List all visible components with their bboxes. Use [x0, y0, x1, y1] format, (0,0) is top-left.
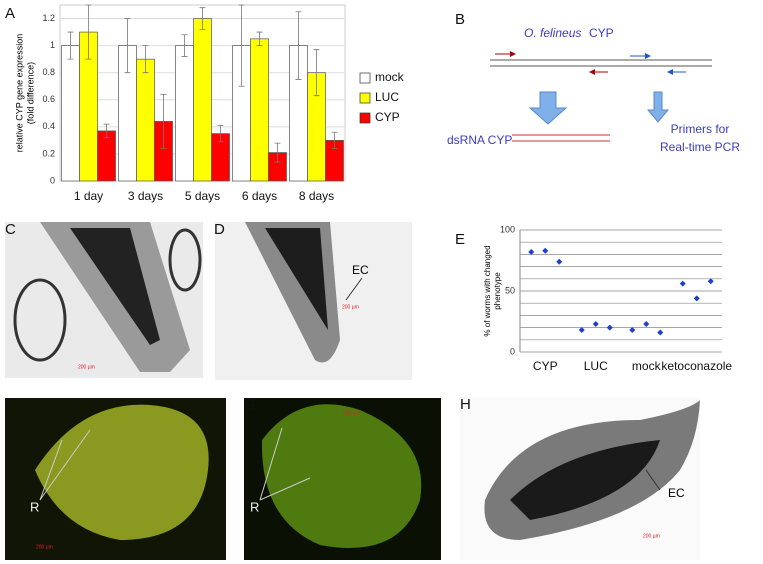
y-axis-label: % of worms with changed — [483, 245, 492, 336]
bar — [250, 38, 269, 182]
scale-bar: 200 µm — [36, 544, 53, 550]
scale-bar: 200 µm — [342, 304, 359, 310]
panel-label: F — [5, 396, 14, 413]
y-tick-label: 1 — [50, 40, 55, 50]
panel-label: H — [460, 396, 471, 413]
point — [556, 258, 563, 265]
x-tick-label: 6 days — [242, 189, 277, 203]
error-bar — [274, 142, 281, 163]
x-tick-label: CYP — [533, 359, 558, 373]
x-tick-label: 8 days — [299, 189, 334, 203]
gene-name: CYP — [589, 26, 614, 40]
y-tick-label: 0 — [50, 175, 55, 185]
primers-label: Real-time PCR — [660, 140, 740, 154]
x-tick-label: 5 days — [185, 189, 220, 203]
bar — [97, 130, 116, 182]
point — [592, 320, 599, 327]
bar — [193, 18, 212, 182]
y-tick-label: 1.2 — [42, 13, 55, 23]
panel-label: E — [455, 231, 465, 248]
x-tick-label: mock — [632, 359, 662, 373]
legend-label: mock — [375, 70, 405, 84]
error-bar — [85, 4, 92, 60]
legend-label: CYP — [375, 110, 400, 124]
y-tick-label: 0.6 — [42, 94, 55, 104]
scale-bar: 200 µm — [78, 364, 95, 370]
error-bar — [142, 45, 149, 74]
y-axis-label: relative CYP gene expression — [14, 34, 24, 152]
error-bar — [199, 7, 206, 30]
micrographs — [5, 222, 700, 560]
error-bar — [313, 49, 320, 97]
error-bar — [238, 4, 245, 87]
panel-label: A — [5, 5, 15, 22]
scale-bar: 200 µm — [643, 533, 660, 539]
point — [629, 327, 636, 334]
point — [693, 295, 700, 302]
y-tick-label: 50 — [505, 285, 515, 295]
bar — [175, 45, 194, 182]
panel-label: G — [244, 396, 256, 413]
y-tick-label: 0 — [510, 346, 515, 356]
point — [578, 327, 585, 334]
panel-label: B — [455, 11, 465, 28]
legend-swatch — [359, 112, 371, 124]
legend-swatch — [359, 92, 371, 104]
point — [643, 320, 650, 327]
error-bar — [217, 125, 224, 143]
panel-label: D — [214, 221, 225, 238]
point — [606, 324, 613, 331]
y-axis-label: phenotype — [493, 272, 502, 310]
point — [707, 278, 714, 285]
x-tick-label: 3 days — [128, 189, 163, 203]
dsrna-label: dsRNA CYP — [447, 133, 512, 147]
y-tick-label: 0.4 — [42, 121, 55, 131]
error-bar — [103, 123, 110, 139]
error-bar — [256, 31, 263, 47]
error-bar — [67, 31, 74, 60]
y-tick-label: 100 — [500, 224, 515, 234]
legend-label: LUC — [375, 90, 399, 104]
x-tick-label: ketoconazole — [661, 359, 732, 373]
r-label: R — [250, 499, 259, 514]
error-bar — [160, 93, 167, 149]
error-bar — [124, 18, 131, 74]
scale-bar: 200 µm — [343, 410, 360, 416]
y-axis-label: (fold difference) — [25, 62, 35, 124]
y-tick-label: 0.8 — [42, 67, 55, 77]
error-bar — [181, 34, 188, 57]
point — [679, 280, 686, 287]
x-tick-label: 1 day — [74, 189, 103, 203]
bar — [61, 45, 80, 182]
y-tick-label: 0.2 — [42, 148, 55, 158]
ec-label: EC — [352, 263, 369, 277]
error-bar — [295, 11, 302, 80]
ec-label: EC — [668, 486, 685, 500]
error-bar — [331, 131, 338, 149]
point — [528, 248, 535, 255]
gene-species: O. felineus — [524, 26, 581, 40]
panel-label: C — [5, 221, 16, 238]
legend-swatch — [359, 72, 371, 84]
r-label: R — [30, 499, 39, 514]
primers-label: Primers for — [671, 122, 730, 136]
bar — [136, 58, 155, 182]
diagram-shapes — [490, 51, 712, 142]
x-tick-label: LUC — [584, 359, 608, 373]
point — [657, 329, 664, 336]
point — [542, 247, 549, 254]
